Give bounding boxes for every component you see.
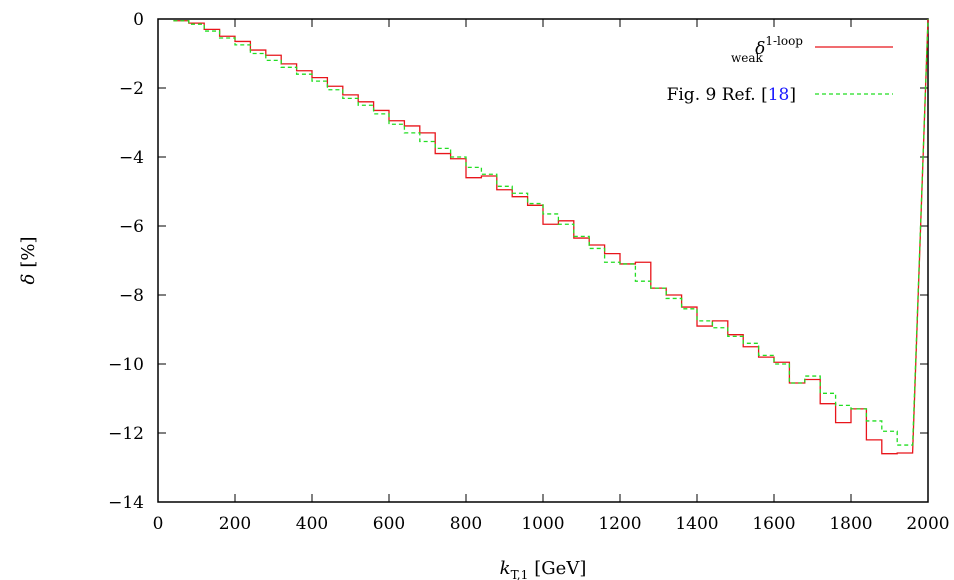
y-tick-label: −12 [108, 424, 144, 444]
x-tick-label: 2000 [906, 514, 949, 534]
y-tick-label: −4 [119, 148, 144, 168]
x-tick-label: 1000 [521, 514, 564, 534]
legend-ref-end: ] [789, 85, 796, 105]
series-line-fig9-ref [173, 18, 929, 446]
series-layer [173, 18, 929, 455]
x-tick-label: 0 [153, 514, 164, 534]
legend-ref-link: 18 [768, 85, 790, 105]
x-tick-label: 600 [373, 514, 405, 534]
axis-ticks: 0 200 400 600 800 1000 1200 1400 1600 1800 2000 0 −2… [108, 10, 950, 534]
x-tick-label: 200 [219, 514, 251, 534]
x-tick-label: 1200 [598, 514, 641, 534]
x-tick-label: 400 [296, 514, 328, 534]
y-axis-label-main: δ [18, 274, 39, 285]
series-line-1loop-weak [173, 18, 929, 455]
legend-label-ref: Fig. 9 Ref. [18] [667, 85, 796, 105]
legend-1loop-main: δ [755, 39, 765, 59]
x-tick-label: 800 [450, 514, 482, 534]
legend-ref-main: Fig. 9 Ref. [ [667, 85, 768, 105]
y-tick-label: −14 [108, 493, 144, 513]
x-axis-label-sub: T,1 [511, 568, 529, 580]
y-tick-label: 0 [133, 10, 144, 30]
legend-1loop-sub: weak [731, 51, 764, 65]
y-tick-label: −2 [119, 79, 144, 99]
x-tick-label: 1800 [829, 514, 872, 534]
y-tick-label: −10 [108, 355, 144, 375]
x-axis-label-unit: [GeV] [534, 558, 586, 579]
x-tick-label: 1400 [675, 514, 718, 534]
legend-1loop-sup: 1-loop [765, 34, 803, 48]
legend: δ1-loop weak Fig. 9 Ref. [18] [667, 34, 893, 105]
y-tick-label: −6 [119, 217, 144, 237]
plot-frame [157, 18, 929, 503]
y-axis-label-unit: [%] [18, 237, 39, 268]
y-tick-label: −8 [119, 286, 144, 306]
y-axis-label: δ [%] [18, 237, 39, 285]
x-tick-label: 1600 [752, 514, 795, 534]
x-axis-label: kT,1 [GeV] [500, 558, 587, 580]
x-axis-label-main: k [500, 558, 511, 579]
legend-label-1loop: δ1-loop [755, 34, 803, 59]
